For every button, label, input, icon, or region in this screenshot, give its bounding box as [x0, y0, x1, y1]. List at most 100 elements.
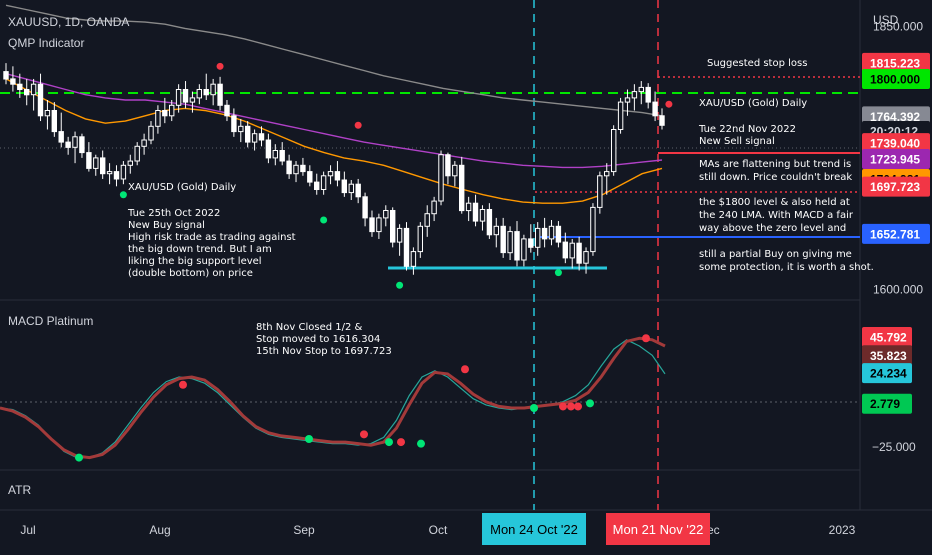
- candle-body: [182, 89, 189, 103]
- candle-body: [65, 141, 71, 148]
- candle-body: [459, 164, 465, 212]
- price-tag-label: 1800.000: [870, 72, 920, 86]
- price-tag: [862, 133, 930, 154]
- candle-body: [258, 133, 265, 141]
- candle-body: [583, 251, 589, 264]
- candle-body: [141, 139, 147, 147]
- price-tag: [862, 223, 930, 244]
- candle-body: [238, 125, 244, 133]
- time-tick-label: 2023: [829, 523, 856, 537]
- candle-body: [390, 210, 396, 243]
- candle-body: [231, 115, 237, 133]
- candle-body: [293, 164, 299, 175]
- candle-body: [604, 171, 610, 177]
- annotation-line: New Sell signal: [699, 136, 775, 147]
- annotation-line: 8th Nov Closed 1/2 &: [256, 322, 363, 333]
- candle-body: [645, 86, 651, 103]
- candle-body: [314, 181, 320, 191]
- buy-signal-dot: [396, 281, 404, 289]
- candle-body: [334, 171, 341, 181]
- candle-body: [37, 83, 44, 117]
- macd-title[interactable]: MACD Platinum: [8, 314, 93, 328]
- candle-body: [327, 171, 334, 177]
- macd-buy-dot: [417, 439, 425, 448]
- price-tag-label: 1723.945: [870, 153, 920, 167]
- annotation-line: High risk trade as trading against: [128, 232, 296, 243]
- moving-averages: [5, 4, 663, 204]
- candle-body: [106, 171, 113, 175]
- annotation-line: still a partial Buy on giving me: [699, 249, 852, 260]
- moving-average-line: [5, 73, 663, 169]
- currency-label: USD: [873, 13, 899, 27]
- candle-body: [196, 89, 203, 99]
- indicator-title[interactable]: QMP Indicator: [8, 36, 84, 50]
- macd-signals: [75, 334, 650, 462]
- price-tick-label: 1850.000: [873, 19, 923, 33]
- date-marker-label: Mon 24 Oct '22: [490, 522, 578, 537]
- buy-signal-dot: [554, 269, 562, 277]
- annotation-line: way above the zero level and: [699, 223, 846, 234]
- candle-body: [541, 227, 548, 240]
- sell-signal-dot: [216, 62, 224, 70]
- candle-body: [431, 200, 437, 215]
- candle-body: [624, 97, 631, 103]
- candle-body: [383, 210, 389, 219]
- macd-tick-label: −25.000: [872, 440, 916, 454]
- price-tag-label: 1764.392: [870, 110, 920, 124]
- candle-body: [507, 231, 513, 254]
- macd-tag: [862, 345, 912, 366]
- candle-body: [44, 110, 51, 117]
- candle-body: [86, 152, 92, 169]
- macd-tag-label: 24.234: [870, 367, 907, 381]
- candle-body: [320, 175, 327, 191]
- candle-body: [569, 242, 575, 259]
- candle-body: [369, 217, 375, 233]
- date-marker: [606, 513, 710, 545]
- time-tick-label: Oct: [429, 523, 448, 537]
- annotation-line: some protection, it is worth a shot.: [699, 262, 874, 273]
- candle-body: [445, 154, 451, 177]
- annotation-line: still down. Price couldn't break: [699, 172, 852, 183]
- candle-body: [148, 125, 154, 141]
- candle-body: [472, 202, 479, 222]
- candle-body: [396, 227, 403, 243]
- candle-body: [189, 97, 196, 103]
- candle-body: [17, 83, 23, 90]
- macd-buy-dot: [305, 435, 313, 443]
- time-tick-label: Aug: [149, 523, 170, 537]
- candle-body: [10, 78, 16, 85]
- annotation-title: XAU/USD (Gold) Daily: [699, 98, 807, 109]
- price-tag-label: 1739.040: [870, 137, 920, 151]
- macd-axis[interactable]: −25.000 45.792 35.823 24.234 2.779: [862, 327, 916, 454]
- candle-body: [576, 242, 582, 264]
- macd-sell-dot: [559, 402, 567, 411]
- candle-body: [348, 183, 355, 194]
- date-marker-label: Mon 21 Nov '22: [613, 522, 704, 537]
- macd-sell-dot: [360, 430, 368, 439]
- candle-body: [155, 110, 161, 127]
- candle-body: [417, 225, 424, 253]
- macd-tag: [862, 393, 912, 414]
- candle-body: [514, 231, 520, 261]
- annotation-line: MAs are flattening but trend is: [699, 159, 851, 170]
- macd-tag: [862, 327, 912, 348]
- symbol-title: XAUUSD, 1D, OANDA: [8, 15, 129, 29]
- price-axis[interactable]: 1850.000 1600.000 1815.223 1800.000 1764.392…: [862, 19, 930, 296]
- macd-tag: [862, 363, 912, 384]
- sell-signal-dot: [354, 121, 362, 129]
- candle-body: [376, 217, 382, 233]
- macd-series-line: [0, 336, 666, 460]
- macd-sell-dot: [642, 334, 650, 343]
- moving-average-line: [5, 4, 663, 117]
- candle-body: [175, 89, 182, 106]
- macd-buy-dot: [530, 404, 538, 412]
- price-tag: [862, 176, 930, 197]
- candle-body: [93, 157, 99, 169]
- annotation-line: Stop moved to 1616.304: [256, 334, 380, 345]
- candle-body: [134, 145, 140, 162]
- candle-body: [307, 171, 313, 183]
- atr-title[interactable]: ATR: [8, 483, 31, 497]
